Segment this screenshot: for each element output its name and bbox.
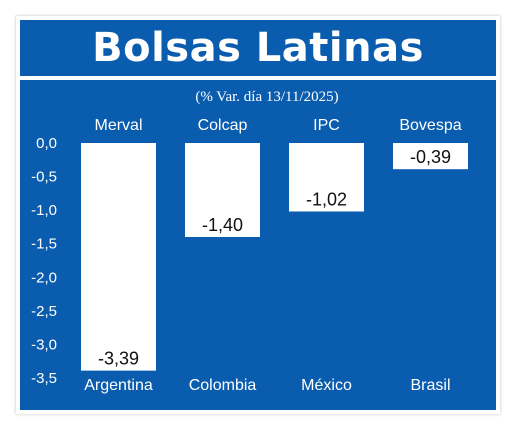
y-tick-label: -1,5 (31, 236, 57, 253)
y-tick-label: 0,0 (36, 135, 57, 152)
index-label: Merval (94, 117, 142, 134)
data-label: -0,39 (410, 147, 451, 167)
y-tick-label: -3,0 (31, 336, 57, 353)
y-tick-label: -2,5 (31, 303, 57, 320)
data-label: -1,40 (202, 215, 243, 235)
data-label: -3,39 (98, 349, 139, 369)
x-tick-label: Argentina (84, 377, 153, 394)
x-tick-label: Brasil (410, 377, 450, 394)
x-tick-label: México (301, 377, 352, 394)
y-tick-label: -1,0 (31, 202, 57, 219)
bar (393, 143, 468, 170)
y-tick-label: -3,5 (31, 370, 57, 387)
data-label: -1,02 (306, 189, 347, 209)
y-tick-label: -2,0 (31, 269, 57, 286)
bar-chart: (% Var. día 13/11/2025) 0,0 -0,5 -1,0 -1,5 -2… (31, 89, 468, 394)
x-tick-label: Colombia (189, 377, 257, 394)
index-label: Colcap (198, 117, 248, 134)
bar (185, 143, 260, 237)
index-label: Bovespa (399, 117, 461, 134)
chart-panel: (% Var. día 13/11/2025) 0,0 -0,5 -1,0 -1,5 -2… (20, 80, 496, 410)
bar (81, 143, 156, 371)
index-label: IPC (313, 117, 340, 134)
y-tick-label: -0,5 (31, 169, 57, 186)
chart-title: Bolsas Latinas (20, 20, 496, 76)
bar (289, 143, 364, 212)
chart-subtitle: (% Var. día 13/11/2025) (195, 89, 338, 105)
